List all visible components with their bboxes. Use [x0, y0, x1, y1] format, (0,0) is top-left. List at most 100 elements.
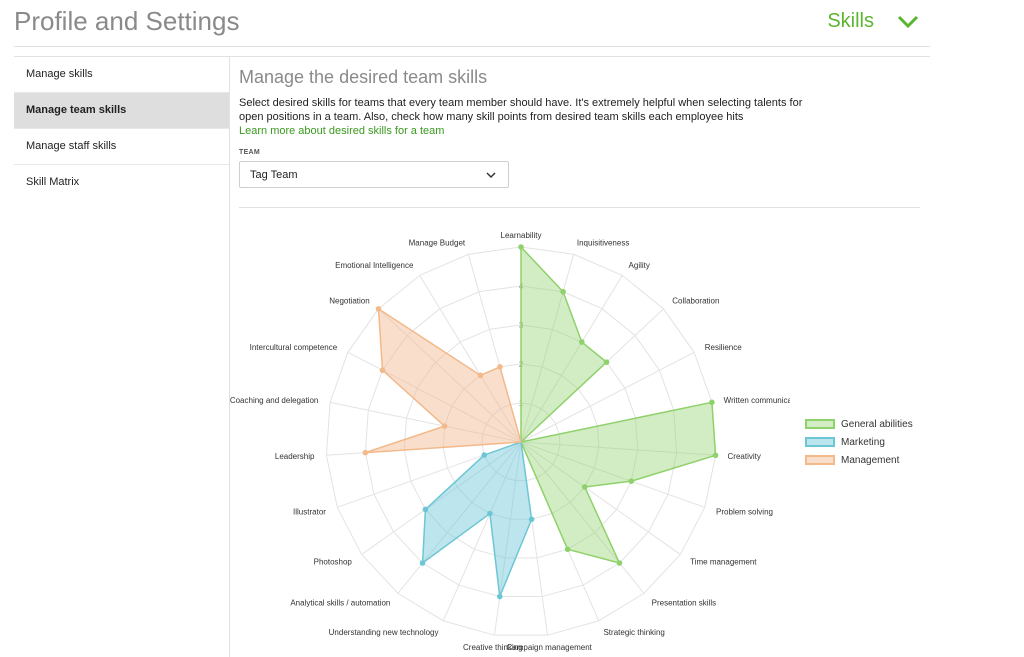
data-point: [628, 478, 635, 484]
sidebar-item-label: Manage team skills: [26, 104, 127, 116]
learn-more-link[interactable]: Learn more about desired skills for a te…: [239, 125, 445, 137]
data-point: [441, 423, 448, 429]
grid-spoke: [520, 441, 681, 555]
axis-label: Creativity: [728, 452, 761, 461]
sidebar-item-label: Manage skills: [26, 68, 93, 80]
data-point: [712, 452, 719, 459]
grid-spoke: [520, 441, 705, 508]
data-point: [422, 506, 429, 513]
axis-label: Understanding new technology: [329, 628, 439, 637]
axis-label: Photoshop: [314, 557, 353, 566]
legend-swatch: [805, 437, 835, 447]
grid-spoke: [397, 441, 522, 594]
axis-label: Manage Budget: [409, 239, 466, 248]
data-point: [578, 339, 585, 345]
grid-ring: [325, 246, 717, 636]
axis-label: Collaboration: [672, 297, 719, 306]
sidebar-item-label: Skill Matrix: [26, 176, 80, 188]
sidebar-item-manage-skills[interactable]: Manage skills: [14, 57, 229, 93]
chevron-down-icon: [486, 172, 496, 179]
axis-label: Emotional Intelligence: [335, 261, 414, 270]
main-panel: Manage the desired team skills Select de…: [239, 57, 920, 208]
data-point: [481, 452, 488, 458]
sidebar-item-skill-matrix[interactable]: Skill Matrix: [14, 165, 229, 200]
axis-label: Strategic thinking: [603, 628, 664, 637]
legend-swatch: [805, 419, 835, 429]
grid-spoke: [520, 441, 716, 456]
legend-item-marketing[interactable]: Marketing: [805, 433, 913, 451]
axis-label: Campaign management: [506, 643, 592, 652]
data-point: [362, 449, 369, 456]
data-point: [709, 399, 715, 406]
description: Select desired skills for teams that eve…: [239, 97, 803, 123]
data-point: [603, 359, 610, 365]
page-title: Profile and Settings: [14, 6, 240, 36]
chart-legend: General abilities Marketing Management: [805, 415, 913, 469]
data-point: [528, 516, 535, 523]
grid-spoke: [520, 275, 623, 443]
grid-spoke: [347, 351, 522, 443]
header-divider: [14, 56, 930, 57]
data-point: [477, 372, 484, 379]
series-area-2: [364, 308, 522, 454]
legend-label: Marketing: [841, 436, 885, 448]
grid-spoke: [520, 441, 645, 594]
axis-label: Creative thinking: [463, 643, 523, 652]
data-point: [564, 546, 571, 553]
axis-label: Written communication: [724, 396, 790, 405]
grid-spoke: [329, 401, 522, 443]
chevron-down-icon[interactable]: [896, 14, 920, 30]
legend-item-management[interactable]: Management: [805, 451, 913, 469]
grid-spoke: [520, 351, 695, 443]
team-label: TEAM: [239, 149, 261, 156]
data-point: [419, 560, 426, 566]
data-point: [497, 364, 503, 370]
data-point: [518, 244, 524, 250]
grid-ring: [364, 285, 678, 598]
sidebar-item-label: Manage staff skills: [26, 140, 117, 152]
axis-label: Negotiation: [329, 297, 369, 306]
axis-label: Time management: [690, 557, 757, 566]
sidebar-item-manage-staff-skills[interactable]: Manage staff skills: [14, 129, 229, 165]
axis-label: Agility: [629, 261, 650, 270]
grid-ring: [442, 363, 600, 520]
team-select-value: Tag Team: [250, 169, 298, 181]
data-point: [375, 306, 382, 312]
axis-label: Intercultural competence: [250, 343, 338, 352]
legend-swatch: [805, 455, 835, 465]
axis-label: Problem solving: [716, 507, 773, 516]
axis-label: Learnability: [501, 231, 542, 240]
data-point: [616, 560, 623, 566]
legend-item-general-abilities[interactable]: General abilities: [805, 415, 913, 433]
data-point: [487, 510, 493, 517]
legend-label: Management: [841, 454, 900, 466]
series-area-1: [421, 441, 533, 598]
series-area-0: [520, 246, 717, 564]
grid-spoke: [493, 441, 522, 636]
data-point: [496, 593, 503, 600]
grid-spoke: [442, 441, 522, 622]
radar-chart: 1234LearnabilityInquisitivenessAgilityCo…: [230, 231, 790, 652]
team-select[interactable]: Tag Team: [239, 161, 509, 188]
section-title: Manage the desired team skills: [239, 67, 488, 87]
axis-label: Presentation skills: [652, 599, 716, 608]
data-point: [379, 367, 386, 374]
section-label: Skills: [827, 10, 874, 32]
axis-label: Resilience: [705, 343, 742, 352]
legend-label: General abilities: [841, 418, 913, 430]
grid-ring: [403, 324, 639, 559]
grid-spoke: [520, 254, 575, 443]
axis-label: Analytical skills / automation: [290, 599, 390, 608]
sidebar-item-manage-team-skills[interactable]: Manage team skills: [14, 93, 229, 129]
grid-spoke: [419, 275, 522, 443]
grid-spoke: [378, 308, 522, 443]
data-point: [560, 288, 566, 295]
grid-ring: [481, 402, 561, 482]
section-switch[interactable]: Skills: [827, 10, 920, 33]
grid-spoke: [361, 441, 522, 555]
content-divider: [239, 207, 920, 208]
axis-label: Inquisitiveness: [577, 239, 629, 248]
page-header: Profile and Settings Skills: [14, 0, 930, 47]
axis-label: Illustrator: [293, 507, 326, 516]
data-point: [581, 484, 588, 490]
